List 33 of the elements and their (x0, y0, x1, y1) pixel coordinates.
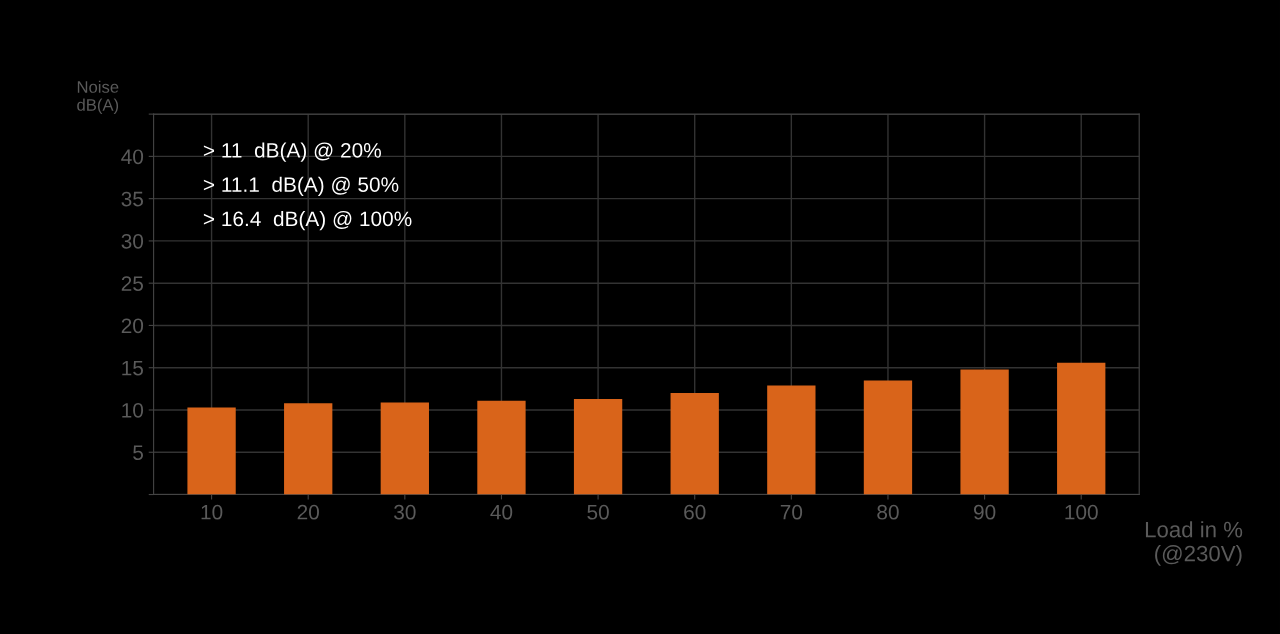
x-axis-title: Load in % (@230V) (1145, 521, 1243, 566)
x-tick-label: 40 (490, 504, 513, 520)
bar (863, 380, 913, 495)
bar (477, 400, 526, 495)
y-tick-label: 5 (133, 445, 144, 461)
y-tick-label: 40 (121, 149, 144, 165)
x-tick-label: 10 (201, 504, 223, 520)
y-tick-label: 20 (121, 318, 144, 334)
y-axis-title: Noise dB(A) (77, 80, 119, 115)
y-tick-label: 30 (121, 233, 144, 249)
annotation: > 16.4 dB(A) @ 100% (203, 210, 412, 231)
y-tick-label: 25 (121, 276, 144, 291)
bar (573, 399, 623, 495)
y-tick-label: 35 (121, 191, 144, 207)
x-tick-label: 70 (780, 504, 803, 520)
bar (380, 402, 429, 495)
bar (1057, 362, 1106, 495)
bar (284, 403, 333, 495)
y-tick-label: 15 (122, 360, 144, 376)
bar (670, 393, 719, 495)
x-tick-label: 60 (684, 504, 706, 520)
bar (960, 369, 1009, 495)
annotation: > 11 dB(A) @ 20% (203, 142, 381, 162)
bar (767, 385, 816, 495)
bar (187, 407, 236, 495)
x-tick-label: 20 (297, 504, 319, 520)
y-tick-label: 10 (122, 402, 144, 418)
x-tick-label: 50 (587, 504, 609, 520)
x-tick-label: 90 (973, 504, 996, 520)
x-tick-label: 30 (394, 504, 416, 520)
annotation: > 11.1 dB(A) @ 50% (203, 176, 399, 197)
x-tick-label: 80 (877, 504, 899, 520)
x-tick-label: 100 (1065, 504, 1098, 520)
